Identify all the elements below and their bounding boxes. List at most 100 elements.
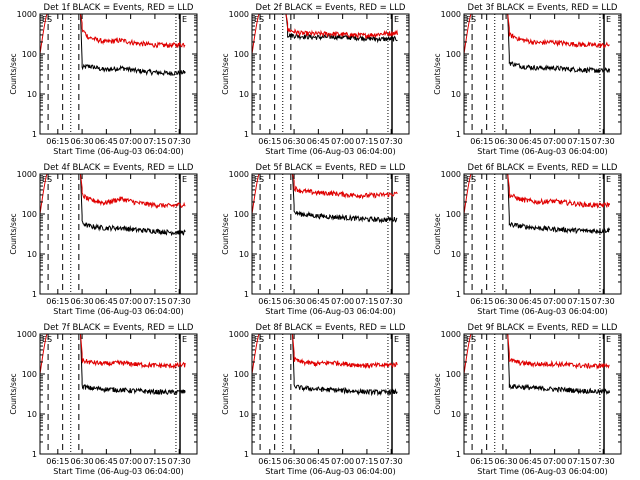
- chart-title: Det 2f BLACK = Events, RED = LLD: [256, 3, 406, 13]
- plot-frame: [251, 13, 410, 135]
- lld-series-line: [80, 13, 186, 49]
- events-series-line: [285, 13, 398, 44]
- x-tick-label: 06:30: [495, 137, 518, 146]
- chart-title: Det 6f BLACK = Events, RED = LLD: [468, 163, 618, 173]
- y-tick-label: 1: [244, 450, 249, 459]
- y-tick-label: 100: [446, 50, 461, 59]
- x-tick-label: 07:00: [119, 297, 142, 306]
- y-tick-label: 1000: [441, 10, 461, 19]
- lld-rise-line: [463, 173, 472, 215]
- x-tick-label: 07:15: [143, 297, 166, 306]
- chart-panel-4: Det 4f BLACK = Events, RED = LLD ES E 1 10 10…: [9, 163, 198, 316]
- chart-title: Det 8f BLACK = Events, RED = LLD: [256, 323, 406, 333]
- x-tick-label: 07:30: [168, 137, 191, 146]
- x-tick-label: 06:45: [95, 137, 118, 146]
- x-tick-label: 06:30: [495, 457, 518, 466]
- x-tick-label: 07:15: [567, 137, 590, 146]
- y-tick-label: 1000: [17, 330, 37, 339]
- marker-label-end: E: [606, 175, 611, 184]
- x-tick-label: 06:15: [258, 137, 281, 146]
- chart-panel-8: Det 8f BLACK = Events, RED = LLD ES E 1 10 10…: [221, 323, 410, 476]
- y-tick-label: 1: [456, 130, 461, 139]
- y-tick-label: 1: [32, 290, 37, 299]
- lld-series-line: [285, 13, 398, 40]
- chart-title: Det 1f BLACK = Events, RED = LLD: [44, 3, 194, 13]
- y-axis-label: Counts/sec: [9, 373, 18, 414]
- x-tick-label: 07:15: [143, 457, 166, 466]
- lld-series-line: [80, 173, 186, 209]
- y-tick-label: 100: [234, 370, 249, 379]
- marker-label-end: E: [606, 15, 611, 24]
- plot-frame: [39, 173, 198, 295]
- y-tick-label: 1: [456, 450, 461, 459]
- lld-rise-line: [251, 173, 260, 215]
- x-tick-label: 06:45: [95, 457, 118, 466]
- x-axis-label: Start Time (06-Aug-03 06:04:00): [265, 467, 396, 476]
- lld-rise-line: [463, 333, 472, 375]
- events-series-line: [80, 13, 186, 77]
- y-tick-label: 1000: [441, 330, 461, 339]
- y-axis-label: Counts/sec: [221, 53, 230, 94]
- x-axis-label: Start Time (06-Aug-03 06:04:00): [477, 147, 608, 156]
- chart-panel-7: Det 7f BLACK = Events, RED = LLD ES E 1 10 10…: [9, 323, 198, 476]
- marker-label-start: ES: [466, 175, 476, 184]
- plot-frame: [251, 333, 410, 455]
- marker-label-start: ES: [254, 335, 264, 344]
- plot-frame: [39, 13, 198, 135]
- y-axis-label: Counts/sec: [433, 373, 442, 414]
- y-tick-label: 1000: [229, 330, 249, 339]
- x-axis-label: Start Time (06-Aug-03 06:04:00): [477, 307, 608, 316]
- x-tick-label: 06:15: [258, 457, 281, 466]
- x-tick-label: 06:15: [258, 297, 281, 306]
- x-tick-label: 06:45: [519, 297, 542, 306]
- y-tick-label: 10: [239, 90, 249, 99]
- lld-rise-line: [39, 13, 48, 55]
- marker-label-start: ES: [42, 15, 52, 24]
- x-tick-label: 06:30: [71, 457, 94, 466]
- x-tick-label: 07:15: [355, 137, 378, 146]
- x-tick-label: 07:00: [119, 457, 142, 466]
- x-tick-label: 06:30: [283, 457, 306, 466]
- x-axis-label: Start Time (06-Aug-03 06:04:00): [53, 467, 184, 476]
- x-tick-label: 07:30: [380, 457, 403, 466]
- marker-label-end: E: [182, 175, 187, 184]
- y-tick-label: 1000: [229, 10, 249, 19]
- x-axis-label: Start Time (06-Aug-03 06:04:00): [477, 467, 608, 476]
- y-tick-label: 100: [234, 50, 249, 59]
- marker-label-end: E: [394, 15, 399, 24]
- x-tick-label: 07:15: [355, 297, 378, 306]
- events-series-line: [80, 173, 186, 237]
- marker-label-end: E: [182, 15, 187, 24]
- x-axis-label: Start Time (06-Aug-03 06:04:00): [53, 147, 184, 156]
- x-tick-label: 07:15: [143, 137, 166, 146]
- marker-label-start: ES: [42, 335, 52, 344]
- chart-panel-6: Det 6f BLACK = Events, RED = LLD ES E 1 10 10…: [433, 163, 622, 316]
- plot-frame: [39, 333, 198, 455]
- x-axis-label: Start Time (06-Aug-03 06:04:00): [53, 307, 184, 316]
- lld-rise-line: [251, 13, 260, 55]
- x-tick-label: 06:45: [519, 457, 542, 466]
- x-axis-label: Start Time (06-Aug-03 06:04:00): [265, 307, 396, 316]
- y-tick-label: 100: [234, 210, 249, 219]
- x-tick-label: 06:30: [495, 297, 518, 306]
- y-tick-label: 10: [27, 250, 37, 259]
- lld-series-line: [80, 333, 186, 370]
- y-axis-label: Counts/sec: [9, 213, 18, 254]
- y-tick-label: 10: [239, 410, 249, 419]
- x-tick-label: 06:30: [283, 137, 306, 146]
- x-tick-label: 07:00: [543, 297, 566, 306]
- chart-panel-9: Det 9f BLACK = Events, RED = LLD ES E 1 10 10…: [433, 323, 622, 476]
- lld-rise-line: [463, 13, 472, 55]
- x-tick-label: 07:00: [331, 137, 354, 146]
- marker-label-start: ES: [254, 15, 264, 24]
- plot-frame: [463, 173, 622, 295]
- marker-label-end: E: [606, 335, 611, 344]
- plot-frame: [463, 13, 622, 135]
- plot-frame: [251, 173, 410, 295]
- x-tick-label: 06:15: [46, 457, 69, 466]
- x-tick-label: 06:45: [307, 457, 330, 466]
- marker-label-start: ES: [466, 15, 476, 24]
- y-tick-label: 10: [27, 90, 37, 99]
- lld-rise-line: [251, 333, 260, 375]
